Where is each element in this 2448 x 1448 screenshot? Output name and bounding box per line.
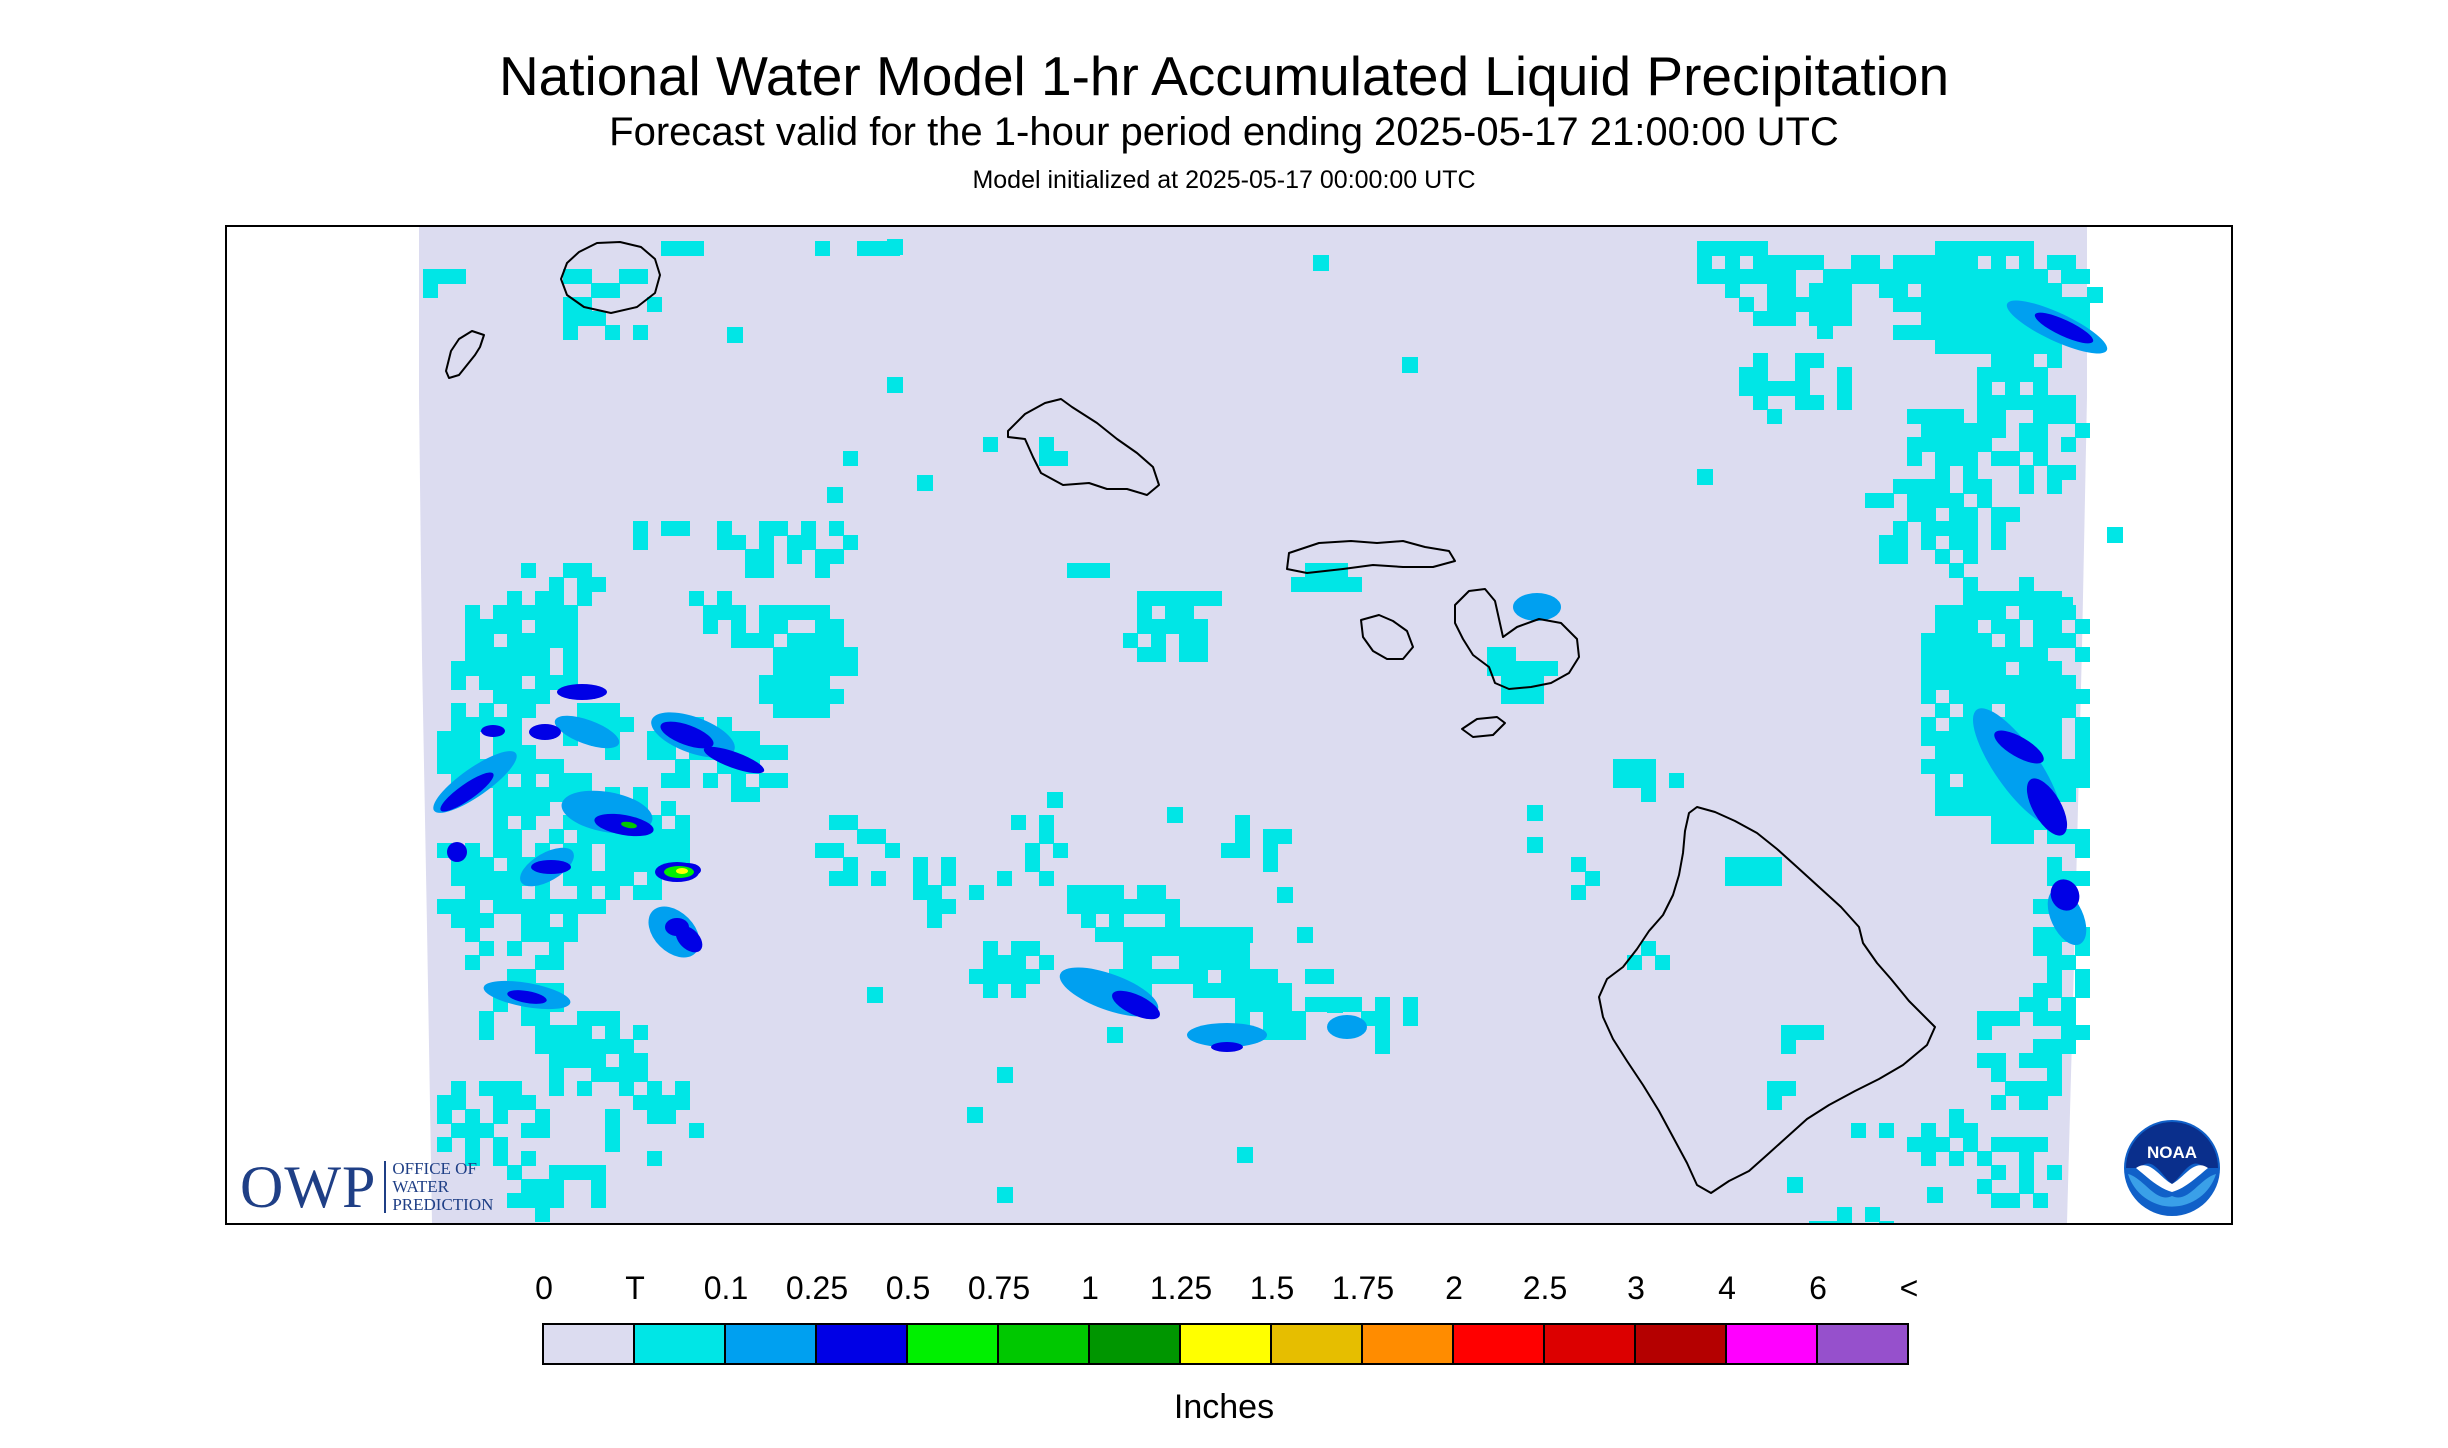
island-hawaii — [1598, 806, 1936, 1194]
legend-label: 1.5 — [1249, 1270, 1295, 1306]
island-lanai — [1360, 614, 1414, 660]
island-oahu — [1007, 398, 1160, 496]
legend-swatch — [1454, 1325, 1545, 1363]
forecast-valid-subtitle: Forecast valid for the 1-hour period end… — [609, 110, 1839, 154]
legend-label: 6 — [1809, 1270, 1827, 1306]
legend-swatch — [544, 1325, 635, 1363]
map-title: National Water Model 1-hr Accumulated Li… — [498, 45, 1950, 107]
legend-swatch — [817, 1325, 908, 1363]
legend-label: 2 — [1445, 1270, 1463, 1306]
legend-swatch — [726, 1325, 817, 1363]
legend-swatch — [635, 1325, 726, 1363]
coastlines — [445, 241, 1936, 1194]
legend-units: Inches — [1173, 1388, 1275, 1426]
legend-swatch — [908, 1325, 999, 1363]
island-molokai — [1286, 540, 1456, 574]
owp-logo-line: OFFICE OF — [392, 1159, 477, 1178]
precipitation-map — [225, 225, 2233, 1225]
legend-swatch — [1090, 1325, 1181, 1363]
legend-label: 4 — [1718, 1270, 1736, 1306]
legend-label: 0.5 — [885, 1270, 931, 1306]
legend-swatch — [1545, 1325, 1636, 1363]
legend-label: 0.25 — [785, 1270, 849, 1306]
island-maui — [1454, 588, 1580, 690]
legend-label: 3 — [1627, 1270, 1645, 1306]
legend-swatch — [1818, 1325, 1907, 1363]
legend-swatch — [1181, 1325, 1272, 1363]
owp-logo-word: OWP — [240, 1154, 377, 1220]
legend-colorbar — [542, 1323, 1909, 1365]
noaa-logo: NOAA — [2124, 1120, 2220, 1216]
legend-label: < — [1899, 1270, 1919, 1306]
island-niihau — [445, 330, 485, 379]
legend-label: 0.1 — [703, 1270, 749, 1306]
owp-logo: OWP OFFICE OF WATER PREDICTION — [240, 1154, 493, 1220]
owp-logo-line: WATER — [392, 1177, 450, 1196]
legend-swatch — [1636, 1325, 1727, 1363]
island-kahoolawe — [1461, 716, 1506, 738]
model-init-text: Model initialized at 2025-05-17 00:00:00… — [972, 166, 1476, 194]
legend-label: 2.5 — [1522, 1270, 1568, 1306]
precipitation-field — [423, 239, 2123, 1223]
owp-logo-separator — [384, 1161, 387, 1213]
owp-logo-line: PREDICTION — [392, 1195, 494, 1214]
legend-label: 0 — [535, 1270, 553, 1306]
legend-label: 0.75 — [967, 1270, 1031, 1306]
owp-logo-text: OFFICE OF WATER PREDICTION — [392, 1160, 493, 1214]
noaa-logo-text: NOAA — [2147, 1143, 2197, 1162]
legend-swatch — [1272, 1325, 1363, 1363]
model-domain-background — [419, 227, 2087, 1223]
legend-swatch — [1727, 1325, 1818, 1363]
legend-label: T — [625, 1270, 645, 1306]
legend-label: 1 — [1081, 1270, 1099, 1306]
legend-labels: 0 T 0.1 0.25 0.5 0.75 1 1.25 1.5 1.75 2 2.5 3 4 6 < — [0, 1270, 2448, 1310]
island-kauai — [560, 241, 661, 314]
legend-label: 1.25 — [1149, 1270, 1213, 1306]
legend-label: 1.75 — [1331, 1270, 1395, 1306]
legend-swatch — [999, 1325, 1090, 1363]
legend-swatch — [1363, 1325, 1454, 1363]
